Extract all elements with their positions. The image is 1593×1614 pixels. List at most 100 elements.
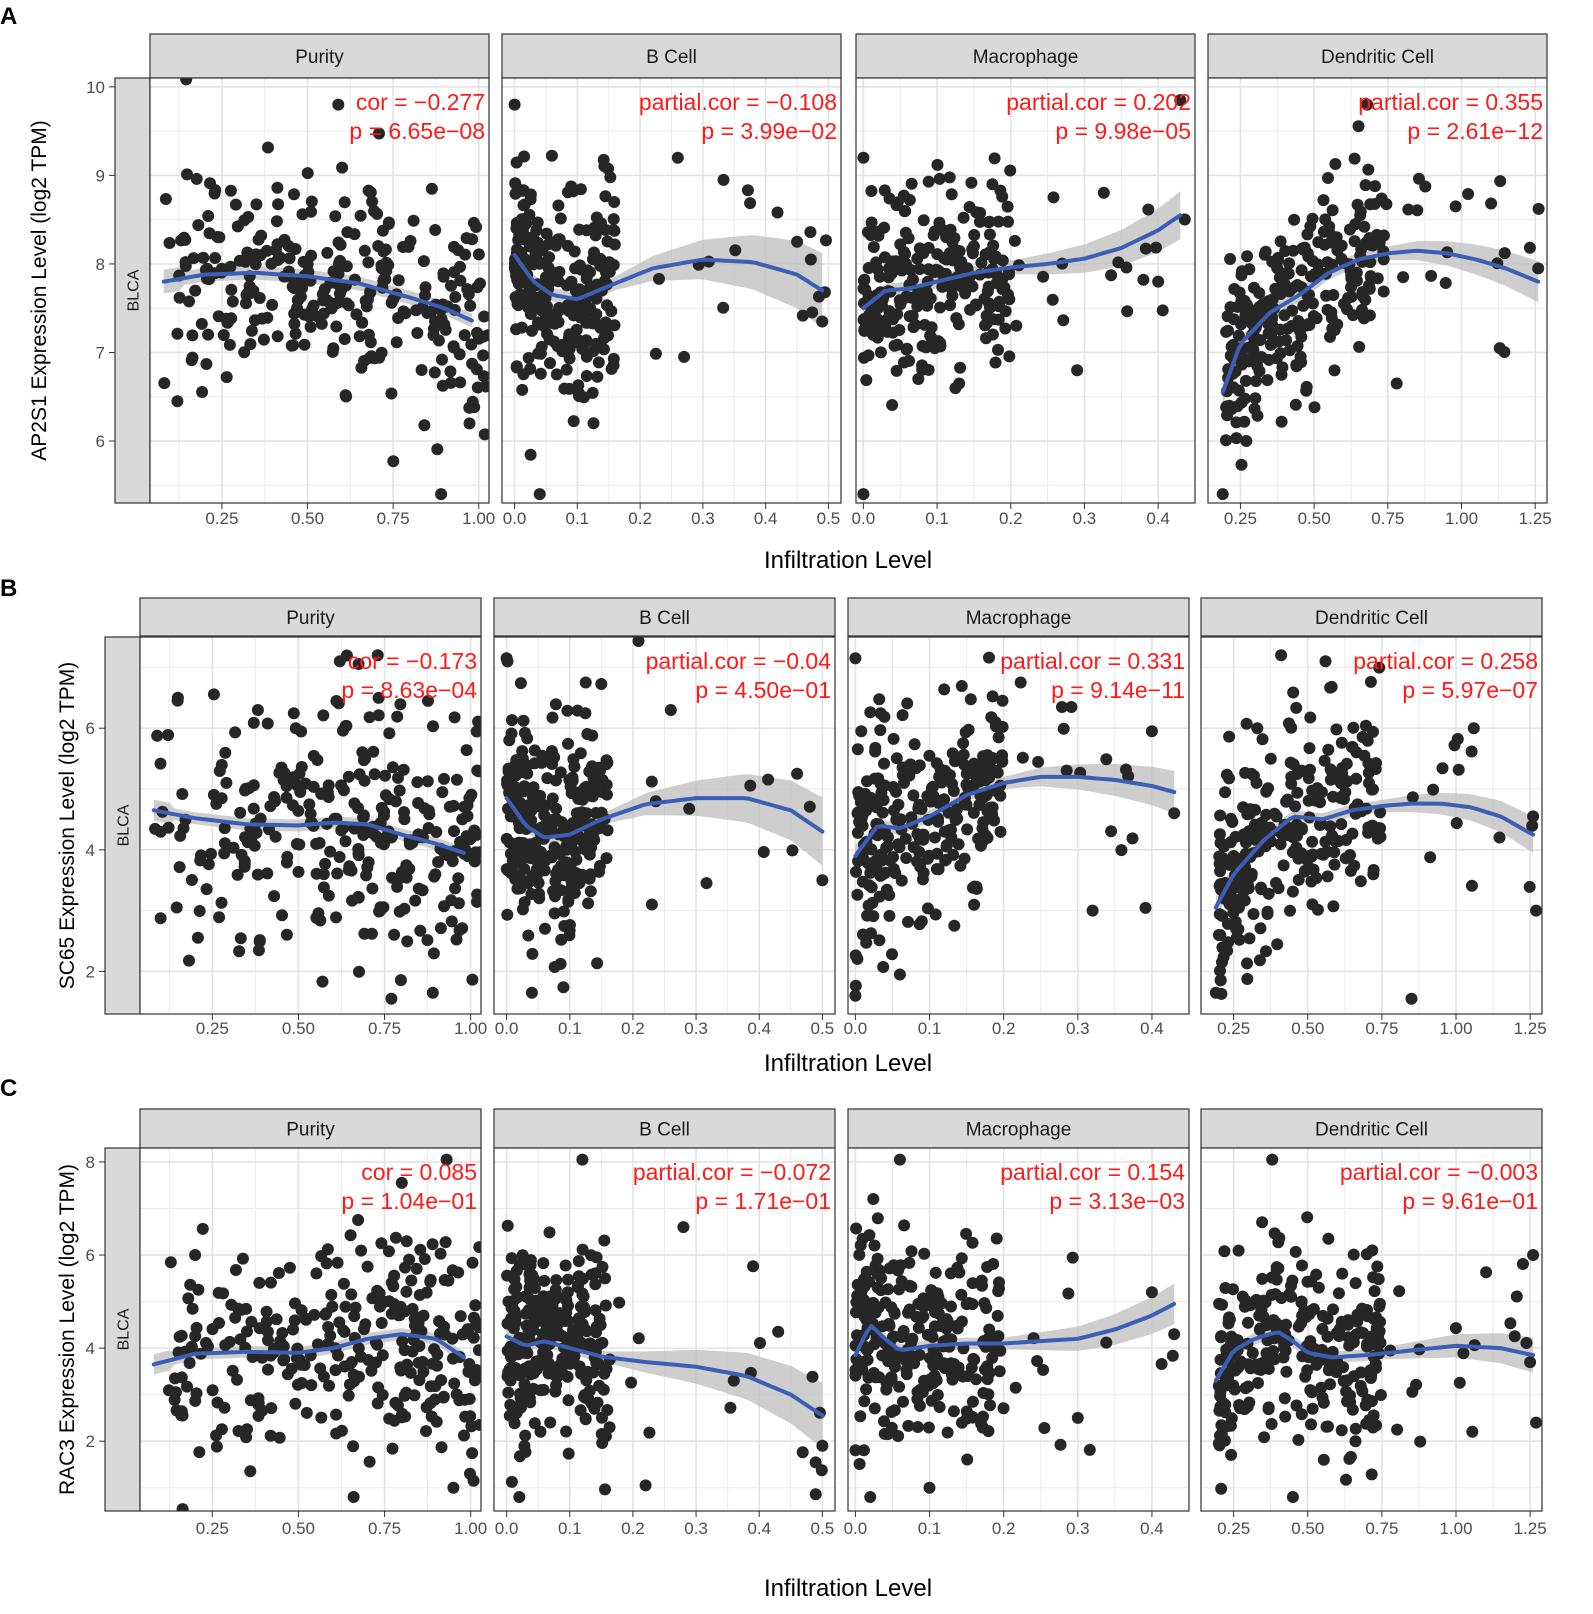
data-point bbox=[903, 354, 915, 367]
data-point bbox=[924, 292, 937, 305]
data-point bbox=[632, 1332, 645, 1345]
data-point bbox=[885, 1421, 898, 1434]
data-point bbox=[1224, 812, 1237, 825]
data-point bbox=[1274, 288, 1287, 300]
data-point bbox=[809, 1488, 822, 1501]
data-point bbox=[398, 902, 411, 915]
data-point bbox=[1485, 197, 1498, 210]
data-point bbox=[994, 825, 1007, 838]
data-point bbox=[976, 1279, 988, 1292]
data-point bbox=[925, 321, 938, 334]
data-point bbox=[886, 399, 899, 411]
data-point bbox=[179, 233, 192, 246]
facet-title: Dendritic Cell bbox=[1315, 1120, 1428, 1141]
data-point bbox=[1340, 1473, 1352, 1486]
data-point bbox=[338, 196, 351, 209]
data-point bbox=[916, 1311, 929, 1324]
data-point bbox=[1316, 1309, 1329, 1322]
data-point bbox=[533, 291, 546, 304]
data-point bbox=[1242, 1358, 1255, 1371]
data-point bbox=[966, 1395, 979, 1408]
data-point bbox=[1406, 791, 1419, 804]
facet-title: Dendritic Cell bbox=[1315, 608, 1428, 629]
data-point bbox=[992, 343, 1004, 356]
data-point bbox=[897, 1395, 909, 1408]
data-point bbox=[1278, 1392, 1291, 1405]
data-point bbox=[414, 924, 427, 937]
data-point bbox=[677, 1221, 690, 1234]
data-point bbox=[1260, 945, 1272, 958]
data-point bbox=[816, 874, 829, 887]
correlation-label: partial.cor = 0.258 bbox=[1353, 648, 1538, 674]
data-point bbox=[1239, 1294, 1252, 1307]
data-point bbox=[994, 789, 1007, 802]
panel-border bbox=[493, 1147, 836, 1512]
data-point bbox=[851, 743, 864, 756]
data-point bbox=[518, 233, 531, 246]
data-point bbox=[878, 710, 891, 723]
data-point bbox=[888, 1360, 901, 1373]
data-point bbox=[544, 1416, 557, 1429]
data-point bbox=[200, 883, 213, 896]
data-point bbox=[1229, 1333, 1242, 1346]
data-point bbox=[355, 1244, 368, 1257]
data-point bbox=[566, 771, 579, 784]
data-point bbox=[917, 247, 930, 260]
data-point bbox=[189, 1330, 202, 1343]
data-point bbox=[1227, 381, 1240, 394]
data-point bbox=[671, 151, 684, 164]
data-point bbox=[348, 1310, 361, 1323]
data-point bbox=[1467, 722, 1480, 735]
facet-title: B Cell bbox=[639, 608, 690, 629]
data-point bbox=[274, 251, 287, 264]
data-point bbox=[523, 208, 536, 221]
data-point bbox=[513, 1491, 526, 1503]
data-point bbox=[1316, 1391, 1329, 1404]
data-point bbox=[1120, 763, 1132, 776]
data-point bbox=[1261, 908, 1274, 920]
data-point bbox=[1530, 1416, 1542, 1429]
data-point bbox=[193, 905, 206, 917]
data-point bbox=[587, 345, 600, 358]
data-point bbox=[277, 774, 290, 787]
data-point bbox=[544, 357, 556, 370]
data-point bbox=[1038, 1422, 1051, 1434]
x-tick-label: 0.0 bbox=[844, 1019, 868, 1038]
data-point bbox=[352, 849, 365, 862]
data-point bbox=[938, 1362, 951, 1374]
data-point bbox=[1365, 1468, 1378, 1481]
data-point bbox=[448, 266, 461, 279]
data-point bbox=[431, 1348, 444, 1361]
smooth-line bbox=[161, 270, 474, 323]
data-point bbox=[922, 263, 935, 276]
data-point bbox=[942, 806, 955, 819]
data-point bbox=[434, 1327, 446, 1340]
data-point bbox=[1532, 202, 1545, 215]
data-point bbox=[990, 1232, 1003, 1245]
data-point bbox=[974, 839, 987, 852]
data-point bbox=[1349, 1435, 1362, 1448]
data-point bbox=[205, 847, 217, 860]
data-point bbox=[852, 855, 865, 868]
data-point bbox=[999, 322, 1012, 335]
data-point bbox=[404, 1366, 417, 1379]
data-point bbox=[1244, 870, 1257, 883]
data-point bbox=[591, 370, 604, 383]
data-point bbox=[1316, 1323, 1329, 1335]
data-point bbox=[978, 292, 991, 305]
data-point bbox=[973, 215, 986, 228]
data-point bbox=[358, 244, 371, 257]
facet-strip bbox=[493, 1108, 836, 1149]
correlation-label: partial.cor = 0.331 bbox=[1000, 648, 1185, 674]
data-point bbox=[879, 318, 892, 331]
data-point bbox=[250, 198, 263, 211]
data-point bbox=[1240, 435, 1253, 447]
data-point bbox=[277, 1340, 290, 1353]
data-point bbox=[1439, 277, 1452, 289]
data-point bbox=[1424, 851, 1437, 864]
data-point bbox=[955, 255, 968, 268]
data-point bbox=[1295, 1408, 1308, 1421]
data-point bbox=[294, 786, 307, 798]
data-point bbox=[1356, 731, 1369, 743]
data-point bbox=[864, 706, 877, 719]
